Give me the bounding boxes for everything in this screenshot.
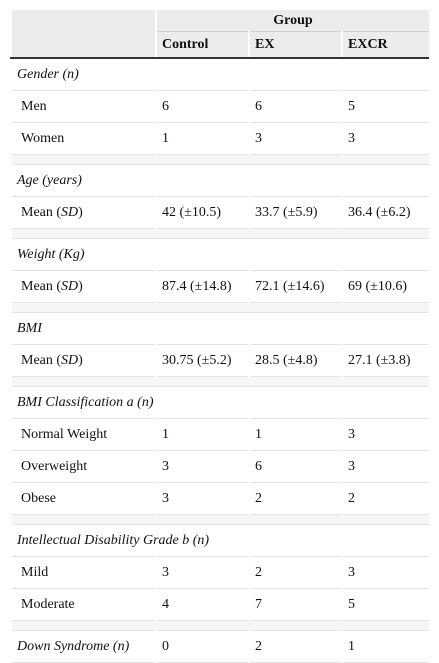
value-cell: 3 xyxy=(155,556,249,589)
section-row: Intellectual Disability Grade b (n) xyxy=(10,524,429,557)
spacer-cell xyxy=(10,154,429,165)
row-label: Mean (SD) xyxy=(10,270,156,303)
column-header: EXCR xyxy=(341,31,429,59)
spacer-cell xyxy=(10,376,429,387)
row-label: Mild xyxy=(10,556,156,589)
row-label: Women xyxy=(10,122,156,155)
label-part: ) xyxy=(78,278,83,294)
row-label: Normal Weight xyxy=(10,418,156,451)
section-row: Down Syndrome (n) 0 2 1 xyxy=(10,630,429,663)
section-title: Weight (Kg) xyxy=(10,238,429,271)
value-cell: 6 xyxy=(248,450,342,483)
value-cell: 1 xyxy=(341,630,429,663)
data-row: Mean (SD) 30.75 (±5.2) 28.5 (±4.8) 27.1 (±3… xyxy=(10,344,429,377)
row-label: Mean (SD) xyxy=(10,344,156,377)
section-row: BMI Classification a (n) xyxy=(10,386,429,419)
value-cell: 7 xyxy=(248,588,342,621)
label-part: SD xyxy=(61,352,79,368)
value-cell: 6 xyxy=(155,90,249,123)
data-row: Mean (SD) 87.4 (±14.8) 72.1 (±14.6) 69 (±10… xyxy=(10,270,429,303)
corner-cell xyxy=(10,10,156,59)
label-part: Mean ( xyxy=(21,352,62,368)
spacer-row xyxy=(10,376,429,387)
value-cell: 3 xyxy=(155,482,249,515)
label-part: SD xyxy=(61,204,79,220)
section-title: Intellectual Disability Grade b (n) xyxy=(10,524,429,557)
value-cell: 1 xyxy=(155,122,249,155)
value-cell: 3 xyxy=(155,450,249,483)
spacer-row xyxy=(10,302,429,313)
data-row: Moderate 4 7 5 xyxy=(10,588,429,621)
value-cell: 0 xyxy=(155,630,249,663)
label-part: Mean ( xyxy=(21,204,62,220)
spacer-row xyxy=(10,228,429,239)
spacer-cell xyxy=(10,514,429,525)
spacer-row xyxy=(10,514,429,525)
section-row: Gender (n) xyxy=(10,58,429,91)
value-cell: 5 xyxy=(341,588,429,621)
table-head: Group Control EX EXCR xyxy=(10,10,429,59)
table-body: Gender (n) Men 6 6 5 Women 1 3 3 Age (years) Mean … xyxy=(10,58,429,663)
column-header: EX xyxy=(248,31,342,59)
section-title: BMI Classification a (n) xyxy=(10,386,429,419)
row-label: Overweight xyxy=(10,450,156,483)
data-table: Group Control EX EXCR Gender (n) Men 6 6 5 Wome… xyxy=(10,10,429,663)
column-header: Control xyxy=(155,31,249,59)
data-row: Overweight 3 6 3 xyxy=(10,450,429,483)
row-label: Mean (SD) xyxy=(10,196,156,229)
spacer-cell xyxy=(10,228,429,239)
section-title: Gender (n) xyxy=(10,58,429,91)
spacer-row xyxy=(10,620,429,631)
value-cell: 1 xyxy=(155,418,249,451)
data-row: Mean (SD) 42 (±10.5) 33.7 (±5.9) 36.4 (±6.2… xyxy=(10,196,429,229)
value-cell: 3 xyxy=(248,122,342,155)
header-row: Group xyxy=(10,10,429,59)
label-part: Mean ( xyxy=(21,278,62,294)
value-cell: 69 (±10.6) xyxy=(341,270,429,303)
value-cell: 6 xyxy=(248,90,342,123)
section-row: Weight (Kg) xyxy=(10,238,429,271)
value-cell: 2 xyxy=(248,630,342,663)
group-header: Group xyxy=(155,10,429,32)
data-row: Mild 3 2 3 xyxy=(10,556,429,589)
spacer-cell xyxy=(10,620,429,631)
data-row: Obese 3 2 2 xyxy=(10,482,429,515)
spacer-row xyxy=(10,154,429,165)
section-title: Down Syndrome (n) xyxy=(10,630,156,663)
value-cell: 2 xyxy=(341,482,429,515)
section-row: Age (years) xyxy=(10,164,429,197)
value-cell: 3 xyxy=(341,450,429,483)
section-title: BMI xyxy=(10,312,429,345)
data-row: Men 6 6 5 xyxy=(10,90,429,123)
data-row: Women 1 3 3 xyxy=(10,122,429,155)
section-title: Age (years) xyxy=(10,164,429,197)
data-row: Normal Weight 1 1 3 xyxy=(10,418,429,451)
value-cell: 36.4 (±6.2) xyxy=(341,196,429,229)
value-cell: 3 xyxy=(341,556,429,589)
value-cell: 3 xyxy=(341,418,429,451)
value-cell: 28.5 (±4.8) xyxy=(248,344,342,377)
value-cell: 2 xyxy=(248,556,342,589)
value-cell: 2 xyxy=(248,482,342,515)
value-cell: 3 xyxy=(341,122,429,155)
value-cell: 72.1 (±14.6) xyxy=(248,270,342,303)
row-label: Men xyxy=(10,90,156,123)
row-label: Moderate xyxy=(10,588,156,621)
header-row: Control EX EXCR xyxy=(11,31,429,59)
value-cell: 30.75 (±5.2) xyxy=(155,344,249,377)
label-part: ) xyxy=(78,204,83,220)
value-cell: 27.1 (±3.8) xyxy=(341,344,429,377)
value-cell: 87.4 (±14.8) xyxy=(155,270,249,303)
value-cell: 33.7 (±5.9) xyxy=(248,196,342,229)
row-label: Obese xyxy=(10,482,156,515)
label-part: SD xyxy=(61,278,79,294)
value-cell: 4 xyxy=(155,588,249,621)
value-cell: 5 xyxy=(341,90,429,123)
value-cell: 42 (±10.5) xyxy=(155,196,249,229)
section-row: BMI xyxy=(10,312,429,345)
spacer-cell xyxy=(10,302,429,313)
label-part: ) xyxy=(78,352,83,368)
value-cell: 1 xyxy=(248,418,342,451)
